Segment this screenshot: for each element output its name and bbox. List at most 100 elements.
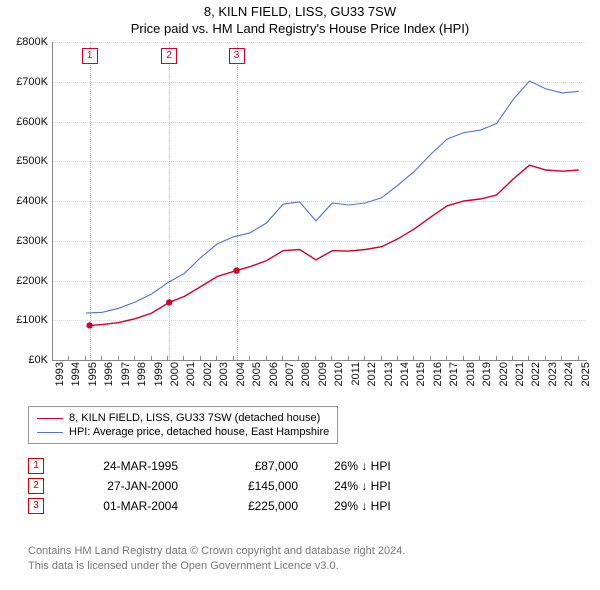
chart-title-line1: 8, KILN FIELD, LISS, GU33 7SW bbox=[0, 4, 600, 19]
event-marker-box: 1 bbox=[28, 458, 44, 474]
x-tick-label: 2005 bbox=[251, 362, 263, 386]
x-tick bbox=[68, 356, 69, 360]
x-tick bbox=[233, 356, 234, 360]
chart-lines-svg bbox=[53, 42, 587, 360]
x-tick-label: 2012 bbox=[366, 362, 378, 386]
legend-item: 8, KILN FIELD, LISS, GU33 7SW (detached … bbox=[37, 411, 329, 425]
x-tick bbox=[266, 356, 267, 360]
x-tick-label: 2011 bbox=[350, 362, 362, 386]
x-tick bbox=[496, 356, 497, 360]
x-tick bbox=[463, 356, 464, 360]
x-tick-label: 2001 bbox=[185, 362, 197, 386]
y-tick-label: £100K bbox=[16, 314, 48, 326]
y-tick-label: £200K bbox=[16, 275, 48, 287]
legend-swatch bbox=[37, 432, 63, 433]
x-tick bbox=[413, 356, 414, 360]
page-root: 8, KILN FIELD, LISS, GU33 7SW Price paid… bbox=[0, 0, 600, 590]
x-tick-label: 2002 bbox=[202, 362, 214, 386]
x-tick bbox=[315, 356, 316, 360]
event-delta: 24% ↓ HPI bbox=[334, 479, 391, 493]
x-tick bbox=[151, 356, 152, 360]
y-tick-label: £0K bbox=[28, 354, 48, 366]
x-tick bbox=[430, 356, 431, 360]
x-tick bbox=[101, 356, 102, 360]
event-date: 27-JAN-2000 bbox=[68, 479, 178, 493]
x-tick bbox=[200, 356, 201, 360]
x-tick bbox=[134, 356, 135, 360]
x-tick bbox=[512, 356, 513, 360]
event-row: 2 27-JAN-2000 £145,000 24% ↓ HPI bbox=[28, 478, 391, 494]
marker-guideline bbox=[169, 42, 170, 360]
footnote: Contains HM Land Registry data © Crown c… bbox=[28, 544, 405, 574]
event-delta: 26% ↓ HPI bbox=[334, 459, 391, 473]
event-marker-box: 2 bbox=[28, 478, 44, 494]
x-tick bbox=[364, 356, 365, 360]
x-tick-label: 1997 bbox=[120, 362, 132, 386]
y-tick-label: £800K bbox=[16, 36, 48, 48]
legend: 8, KILN FIELD, LISS, GU33 7SW (detached … bbox=[28, 406, 338, 444]
y-tick-label: £300K bbox=[16, 235, 48, 247]
x-tick bbox=[183, 356, 184, 360]
x-tick bbox=[118, 356, 119, 360]
x-tick-label: 2003 bbox=[218, 362, 230, 386]
footnote-line1: Contains HM Land Registry data © Crown c… bbox=[28, 544, 405, 559]
x-tick-label: 2015 bbox=[415, 362, 427, 386]
marker-box: 1 bbox=[82, 48, 98, 64]
x-tick-label: 2010 bbox=[333, 362, 345, 386]
event-price: £87,000 bbox=[218, 459, 298, 473]
x-tick-label: 2004 bbox=[235, 362, 247, 386]
event-date: 24-MAR-1995 bbox=[68, 459, 178, 473]
x-tick bbox=[381, 356, 382, 360]
x-tick-label: 2025 bbox=[580, 362, 592, 386]
y-tick-label: £500K bbox=[16, 155, 48, 167]
x-tick bbox=[578, 356, 579, 360]
x-tick bbox=[397, 356, 398, 360]
chart-title-block: 8, KILN FIELD, LISS, GU33 7SW Price paid… bbox=[0, 0, 600, 36]
x-tick bbox=[85, 356, 86, 360]
x-tick-label: 2019 bbox=[481, 362, 493, 386]
x-tick-label: 2018 bbox=[465, 362, 477, 386]
x-tick-label: 2008 bbox=[300, 362, 312, 386]
y-tick-label: £600K bbox=[16, 116, 48, 128]
x-tick-label: 1994 bbox=[70, 362, 82, 386]
x-tick-label: 2022 bbox=[530, 362, 542, 386]
x-tick-label: 2000 bbox=[169, 362, 181, 386]
series-price_paid bbox=[90, 165, 579, 325]
marker-box: 3 bbox=[229, 48, 245, 64]
chart-title-line2: Price paid vs. HM Land Registry's House … bbox=[0, 21, 600, 36]
y-tick-label: £400K bbox=[16, 195, 48, 207]
event-row: 301-MAR-2004£225,00029% ↓ HPI bbox=[28, 498, 391, 514]
x-tick bbox=[528, 356, 529, 360]
x-tick-label: 2020 bbox=[498, 362, 510, 386]
marker-guideline bbox=[237, 42, 238, 360]
x-tick-label: 1996 bbox=[103, 362, 115, 386]
x-tick bbox=[446, 356, 447, 360]
y-axis: £0K£100K£200K£300K£400K£500K£600K£700K£8… bbox=[4, 42, 52, 360]
y-tick-label: £700K bbox=[16, 76, 48, 88]
events-table: 1 24-MAR-1995 £87,000 26% ↓ HPI 2 27-JAN-2000… bbox=[28, 454, 391, 518]
x-tick bbox=[52, 356, 53, 360]
x-tick-label: 2021 bbox=[514, 362, 526, 386]
plot-area: 123 bbox=[52, 42, 587, 361]
event-date: 01-MAR-2004 bbox=[68, 499, 178, 513]
legend-label: HPI: Average price, detached house, East… bbox=[69, 426, 329, 438]
x-tick bbox=[298, 356, 299, 360]
x-tick bbox=[561, 356, 562, 360]
x-axis: 1993199419951996199719981999200020012002… bbox=[52, 360, 586, 402]
x-tick bbox=[249, 356, 250, 360]
x-tick-label: 1999 bbox=[153, 362, 165, 386]
legend-swatch bbox=[37, 418, 63, 419]
x-tick bbox=[348, 356, 349, 360]
event-row: 1 24-MAR-1995 £87,000 26% ↓ HPI bbox=[28, 458, 391, 474]
event-marker-box: 3 bbox=[28, 498, 44, 514]
x-tick-label: 2014 bbox=[399, 362, 411, 386]
x-tick-label: 2009 bbox=[317, 362, 329, 386]
event-price: £145,000 bbox=[218, 479, 298, 493]
chart-area: £0K£100K£200K£300K£400K£500K£600K£700K£8… bbox=[4, 42, 596, 402]
x-tick-label: 1993 bbox=[54, 362, 66, 386]
x-tick-label: 2023 bbox=[547, 362, 559, 386]
event-delta: 29% ↓ HPI bbox=[334, 499, 391, 513]
x-tick-label: 1998 bbox=[136, 362, 148, 386]
legend-item: HPI: Average price, detached house, East… bbox=[37, 425, 329, 439]
x-tick-label: 2016 bbox=[432, 362, 444, 386]
